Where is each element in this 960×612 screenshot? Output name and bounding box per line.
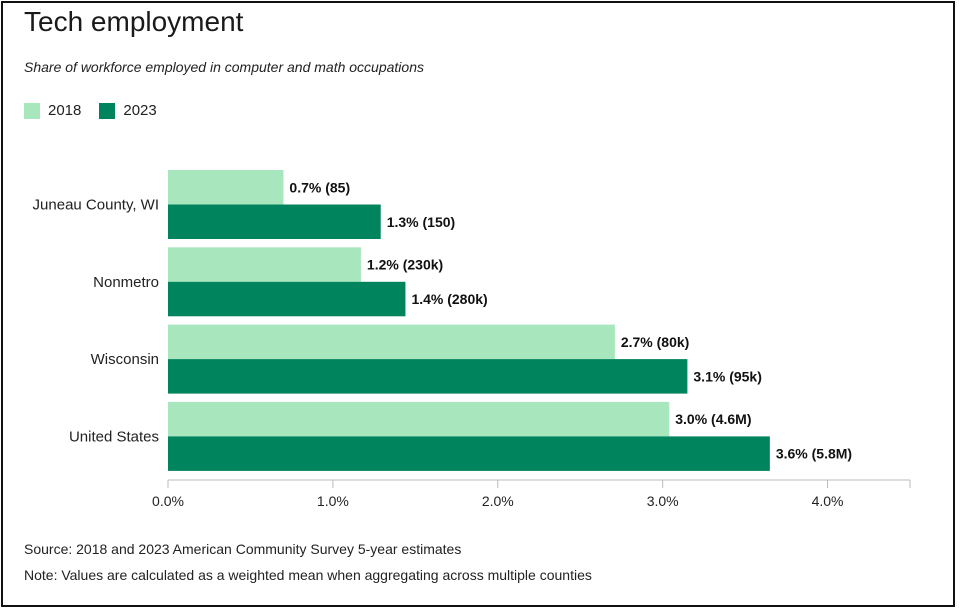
x-tick-label: 2.0% [482, 493, 514, 509]
legend-swatch-2018 [24, 102, 40, 119]
data-label: 3.0% (4.6M) [675, 411, 751, 427]
bar-2018 [168, 401, 670, 437]
data-label: 3.6% (5.8M) [776, 446, 852, 462]
x-tick-label: 1.0% [317, 493, 349, 509]
legend-swatch-2023 [99, 102, 116, 119]
bar-2018 [168, 247, 361, 282]
data-label: 3.1% (95k) [693, 368, 761, 384]
data-label: 1.4% (280k) [411, 291, 487, 307]
legend-item-2023: 2023 [99, 102, 157, 119]
bar-2023 [168, 204, 381, 239]
category-label: Wisconsin [91, 351, 159, 368]
legend-label-2018: 2018 [48, 102, 82, 119]
legend-item-2018: 2018 [24, 102, 81, 119]
category-label: Nonmetro [93, 274, 159, 291]
data-label: 1.2% (230k) [367, 257, 443, 273]
data-label: 1.3% (150) [387, 214, 455, 230]
category-label: United States [69, 428, 159, 445]
source-note: Source: 2018 and 2023 American Community… [24, 541, 462, 557]
data-label: 2.7% (80k) [621, 334, 689, 350]
bar-2023 [168, 359, 688, 394]
bar-2018 [168, 170, 284, 205]
legend-label-2023: 2023 [123, 102, 157, 119]
chart-title: Tech employment [24, 6, 244, 37]
bar-2018 [168, 324, 615, 360]
x-tick-label: 0.0% [152, 493, 184, 509]
data-label: 0.7% (85) [289, 179, 350, 195]
chart-subtitle: Share of workforce employed in computer … [24, 59, 424, 75]
x-tick-label: 3.0% [647, 493, 679, 509]
methodology-note: Note: Values are calculated as a weighte… [24, 567, 592, 583]
bar-chart: Juneau County, WI 0.7% (85) 1.3% (150) Nonm… [33, 170, 911, 509]
category-label: Juneau County, WI [33, 197, 159, 214]
x-tick-label: 4.0% [812, 493, 844, 509]
legend: 2018 2023 [24, 102, 175, 119]
bar-2023 [168, 436, 770, 471]
bar-2023 [168, 281, 406, 317]
